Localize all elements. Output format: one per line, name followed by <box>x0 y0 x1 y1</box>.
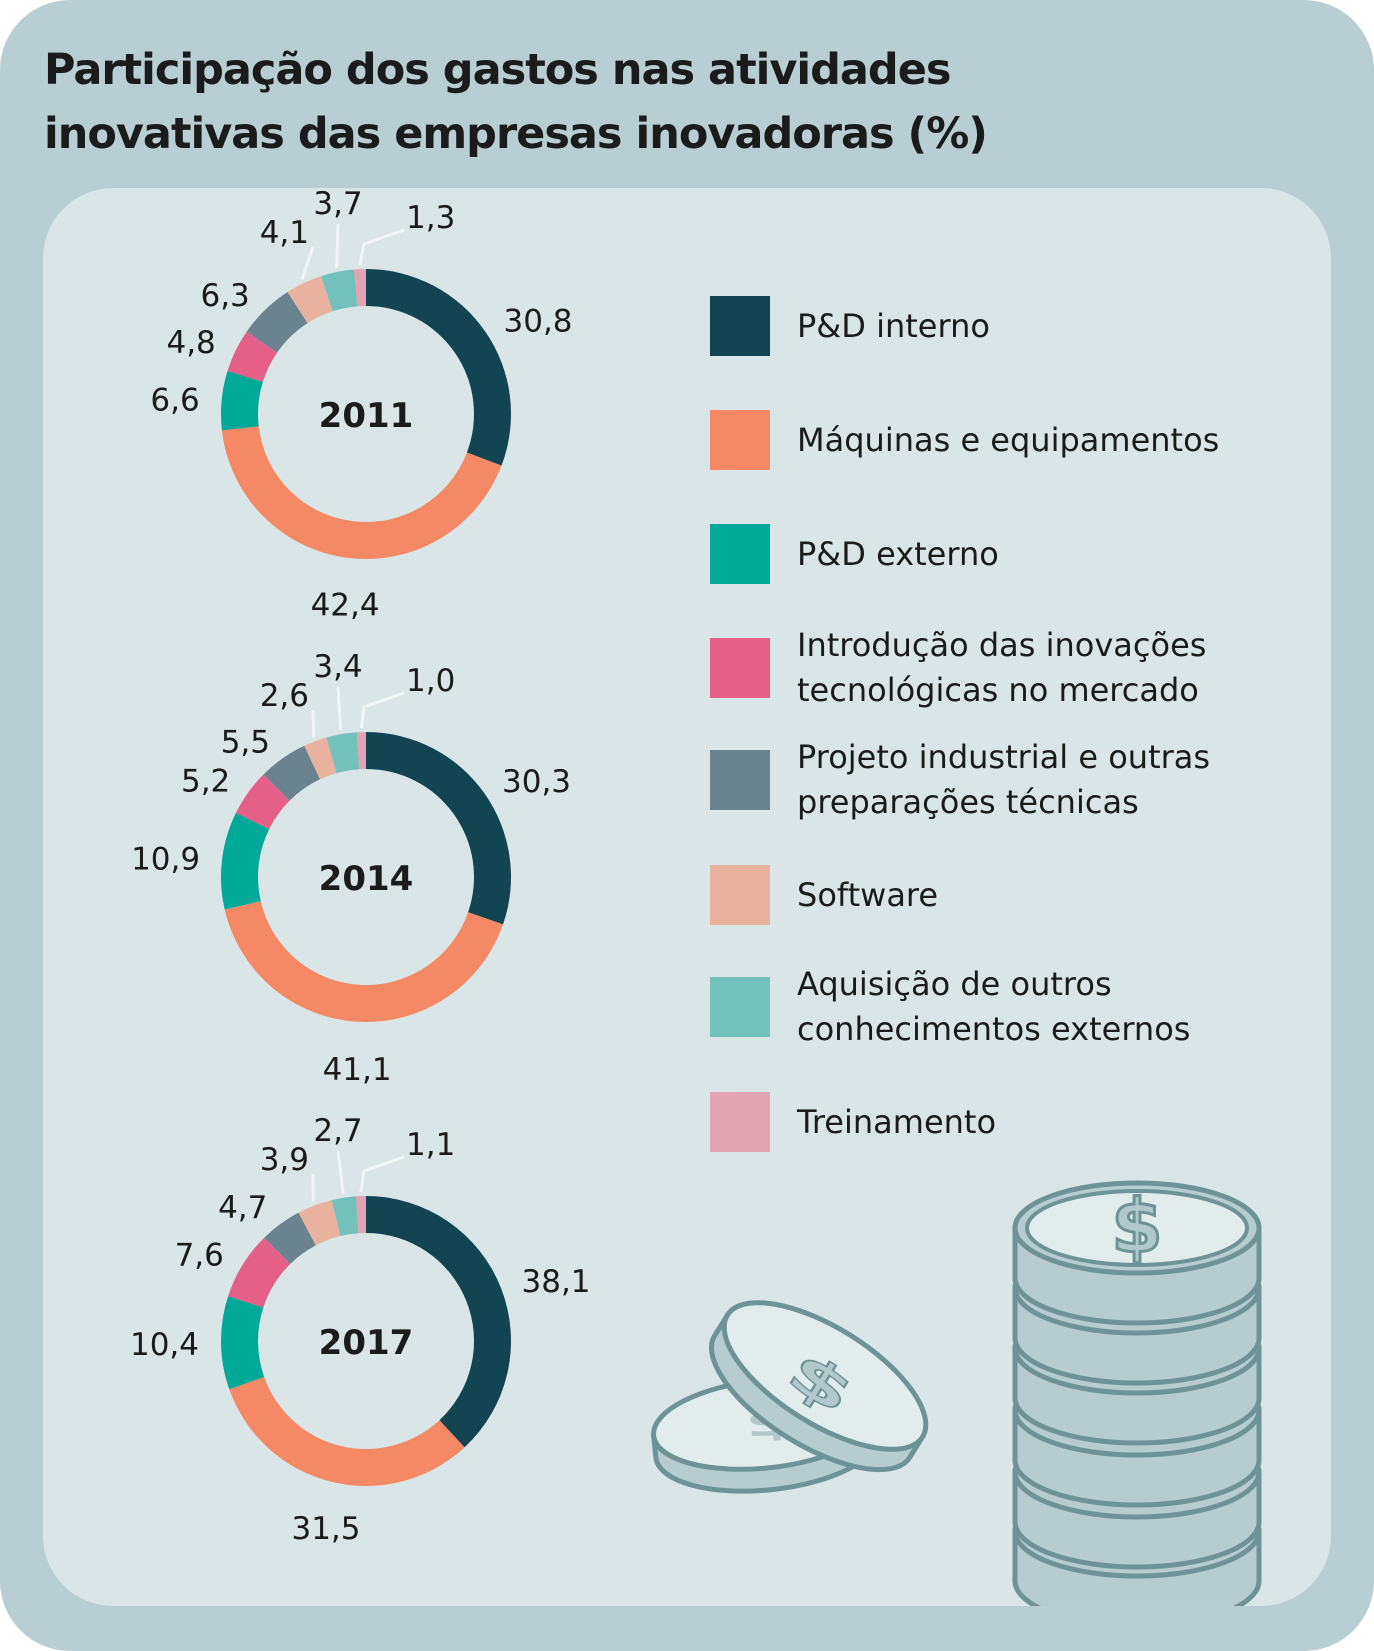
data-label-2017-introducao: 7,6 <box>175 1237 224 1273</box>
legend-label-software: Software <box>797 875 939 914</box>
slice-2014-introducao <box>235 774 290 830</box>
slice-2014-treinamento <box>356 732 366 770</box>
legend-label-pd-interno: P&D interno <box>797 306 990 345</box>
dollar-icon: $ <box>1111 1184 1163 1270</box>
data-label-2014-projeto-industrial: 5,5 <box>221 724 270 760</box>
data-label-2011-projeto-industrial: 6,3 <box>200 278 249 314</box>
data-label-2014-pd-externo: 10,9 <box>131 842 200 878</box>
slice-2011-software <box>287 276 333 324</box>
legend-label-aquisicao: Aquisição de outros conhecimentos extern… <box>797 965 1191 1048</box>
leader-line-2017-treinamento <box>359 1155 405 1193</box>
slice-2017-pd-interno <box>366 1196 511 1448</box>
donut-year-label-2017: 2017 <box>319 1323 414 1363</box>
coins-illustration: $$$ <box>650 1180 1262 1606</box>
tilted-coin-face <box>721 1300 929 1452</box>
slice-2014-aquisicao <box>326 732 360 774</box>
chart-title-line-2: inovativas das empresas inovadoras (%) <box>44 109 988 159</box>
data-label-2014-introducao: 5,2 <box>181 764 230 800</box>
legend-item-aquisicao: Aquisição de outros conhecimentos extern… <box>710 965 1310 1048</box>
legend-label-introducao: Introdução das inovações tecnológicas no… <box>797 626 1207 709</box>
data-label-2017-software: 3,9 <box>260 1142 309 1178</box>
data-label-2014-maquinas: 41,1 <box>323 1052 392 1088</box>
chart-title: Participação dos gastos nas atividades i… <box>44 38 1244 166</box>
legend-swatch-maquinas <box>710 410 770 470</box>
donut-year-label-2011: 2011 <box>319 396 414 436</box>
data-label-2017-pd-externo: 10,4 <box>130 1327 199 1363</box>
slice-2011-treinamento <box>354 269 366 307</box>
leader-line-2014-treinamento <box>359 691 405 729</box>
leader-line-2011-treinamento <box>358 228 405 266</box>
leader-line-2014-aquisicao <box>336 686 343 731</box>
data-label-2011-software: 4,1 <box>260 215 309 251</box>
slice-2011-maquinas <box>221 426 502 559</box>
slice-2017-introducao <box>228 1237 291 1308</box>
slice-2017-maquinas <box>229 1376 465 1486</box>
legend-item-software: Software <box>710 863 1310 925</box>
slice-2011-projeto-industrial <box>246 292 308 353</box>
legend-swatch-projeto-industrial <box>710 750 770 810</box>
legend-swatch-treinamento <box>710 1092 770 1152</box>
slice-2014-pd-externo <box>220 812 270 910</box>
chart-title-line-1: Participação dos gastos nas atividades <box>44 45 951 95</box>
leader-line-2011-software <box>300 246 315 280</box>
data-label-2011-treinamento: 1,3 <box>406 200 455 236</box>
data-label-2017-aquisicao: 2,7 <box>313 1113 362 1149</box>
slice-2014-pd-interno <box>366 732 511 925</box>
tilted-coin: $ <box>709 1300 929 1473</box>
legend-swatch-software <box>710 865 770 925</box>
slice-2014-projeto-industrial <box>263 745 321 801</box>
data-label-2014-pd-interno: 30,3 <box>502 764 571 800</box>
donut-charts: $$$ 201130,842,46,64,86,34,13,71,3201430… <box>130 188 1262 1606</box>
data-label-2014-aquisicao: 3,4 <box>313 649 362 685</box>
donut-chart-2014: 2014 30,3 41,1 10,9 5,2 5,5 2,63,4 1,0 <box>131 649 571 1088</box>
legend-item-projeto-industrial: Projeto industrial e outras preparações … <box>710 738 1310 821</box>
chart-panel: $$$ 201130,842,46,64,86,34,13,71,3201430… <box>43 188 1331 1606</box>
legend-swatch-pd-interno <box>710 296 770 356</box>
legend-item-pd-interno: P&D interno <box>710 294 1310 356</box>
legend-swatch-introducao <box>710 638 770 698</box>
data-label-2011-pd-externo: 6,6 <box>150 382 199 418</box>
slice-2011-introducao <box>227 331 278 382</box>
legend-label-pd-externo: P&D externo <box>797 534 999 573</box>
legend-label-maquinas: Máquinas e equipamentos <box>797 420 1220 459</box>
donut-year-label-2014: 2014 <box>319 859 414 899</box>
data-label-2014-software: 2,6 <box>260 678 309 714</box>
data-label-2011-aquisicao: 3,7 <box>313 188 362 222</box>
slice-2017-software <box>298 1200 341 1246</box>
legend-swatch-pd-externo <box>710 524 770 584</box>
slice-2017-pd-externo <box>221 1296 265 1390</box>
slice-2011-aquisicao <box>321 269 358 312</box>
donut-chart-2017: 2017 38,1 31,5 10,4 7,6 4,7 3,92,7 1,1 <box>130 1113 591 1547</box>
data-label-2011-maquinas: 42,4 <box>311 588 380 624</box>
stack-coin-face <box>1025 1189 1249 1267</box>
leader-line-2017-aquisicao <box>336 1150 345 1194</box>
leader-line-2011-aquisicao <box>335 223 340 268</box>
slice-2011-pd-externo <box>221 370 263 431</box>
legend-item-maquinas: Máquinas e equipamentos <box>710 408 1310 470</box>
data-label-2014-treinamento: 1,0 <box>406 663 455 699</box>
slice-2014-maquinas <box>224 901 504 1023</box>
legend-item-treinamento: Treinamento <box>710 1090 1310 1152</box>
legend-label-treinamento: Treinamento <box>797 1102 997 1141</box>
slice-2017-treinamento <box>355 1196 366 1234</box>
legend-item-introducao: Introdução das inovações tecnológicas no… <box>710 626 1310 709</box>
data-label-2017-projeto-industrial: 4,7 <box>218 1190 267 1226</box>
slice-2011-pd-interno <box>366 269 512 466</box>
data-label-2011-pd-interno: 30,8 <box>504 303 573 339</box>
data-label-2011-introducao: 4,8 <box>166 325 215 361</box>
leader-line-2014-software <box>311 709 316 738</box>
donut-chart-2011: 2011 30,8 42,4 6,6 4,8 6,3 4,13,7 1,3 <box>150 188 572 624</box>
legend-item-pd-externo: P&D externo <box>710 522 1310 584</box>
slice-2017-projeto-industrial <box>264 1212 316 1265</box>
data-label-2017-pd-interno: 38,1 <box>522 1264 591 1300</box>
legend-label-projeto-industrial: Projeto industrial e outras preparações … <box>797 738 1211 821</box>
data-label-2017-treinamento: 1,1 <box>406 1127 455 1163</box>
slice-2017-aquisicao <box>331 1196 359 1237</box>
data-label-2017-maquinas: 31,5 <box>291 1511 360 1547</box>
legend-swatch-aquisicao <box>710 977 770 1037</box>
slice-2014-software <box>304 737 337 780</box>
